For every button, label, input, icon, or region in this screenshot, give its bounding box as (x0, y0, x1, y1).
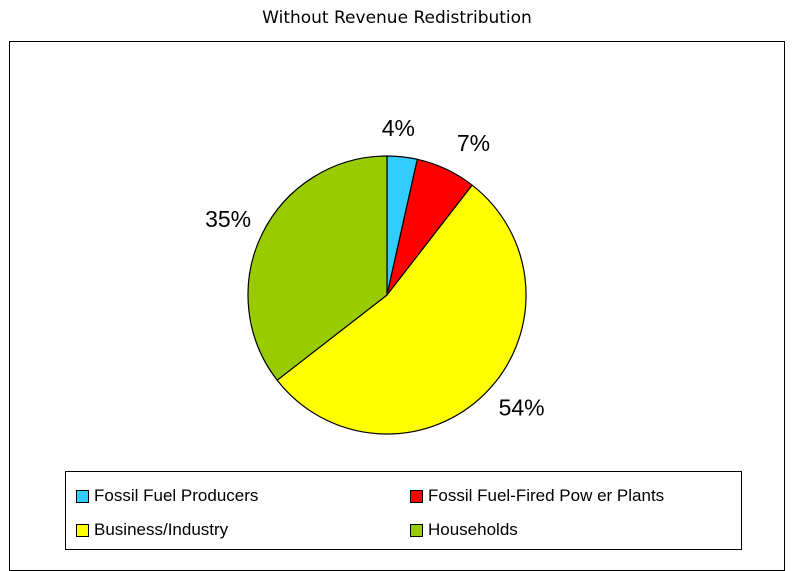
legend-item-business-industry: Business/Industry (76, 520, 228, 540)
chart-title: Without Revenue Redistribution (262, 8, 532, 28)
legend-item-fossil-fuel-fired-power-plants: Fossil Fuel-Fired Pow er Plants (410, 486, 664, 506)
legend-swatch (410, 523, 423, 537)
legend-item-fossil-fuel-producers: Fossil Fuel Producers (76, 486, 258, 506)
legend-item-households: Households (410, 520, 518, 540)
legend-swatch (76, 523, 89, 537)
legend-label: Business/Industry (94, 520, 229, 539)
legend-swatch (76, 489, 89, 503)
pie-data-label: 4% (382, 115, 415, 141)
pie-data-label: 35% (205, 206, 251, 232)
pie-slices (247, 155, 527, 435)
pie-slice-households (247, 155, 388, 381)
legend-label: Households (428, 520, 518, 539)
legend-label: Fossil Fuel Producers (94, 486, 259, 505)
legend-swatch (410, 489, 423, 503)
pie-data-labels: 4% 7% 54% 35% (205, 115, 545, 421)
pie-data-label: 54% (499, 395, 545, 421)
legend-label: Fossil Fuel-Fired Pow er Plants (428, 486, 665, 505)
pie-data-label: 7% (457, 130, 490, 156)
legend: Fossil Fuel Producers Fossil Fuel-Fired … (65, 471, 742, 550)
pie-slice-business-industry (276, 184, 527, 435)
